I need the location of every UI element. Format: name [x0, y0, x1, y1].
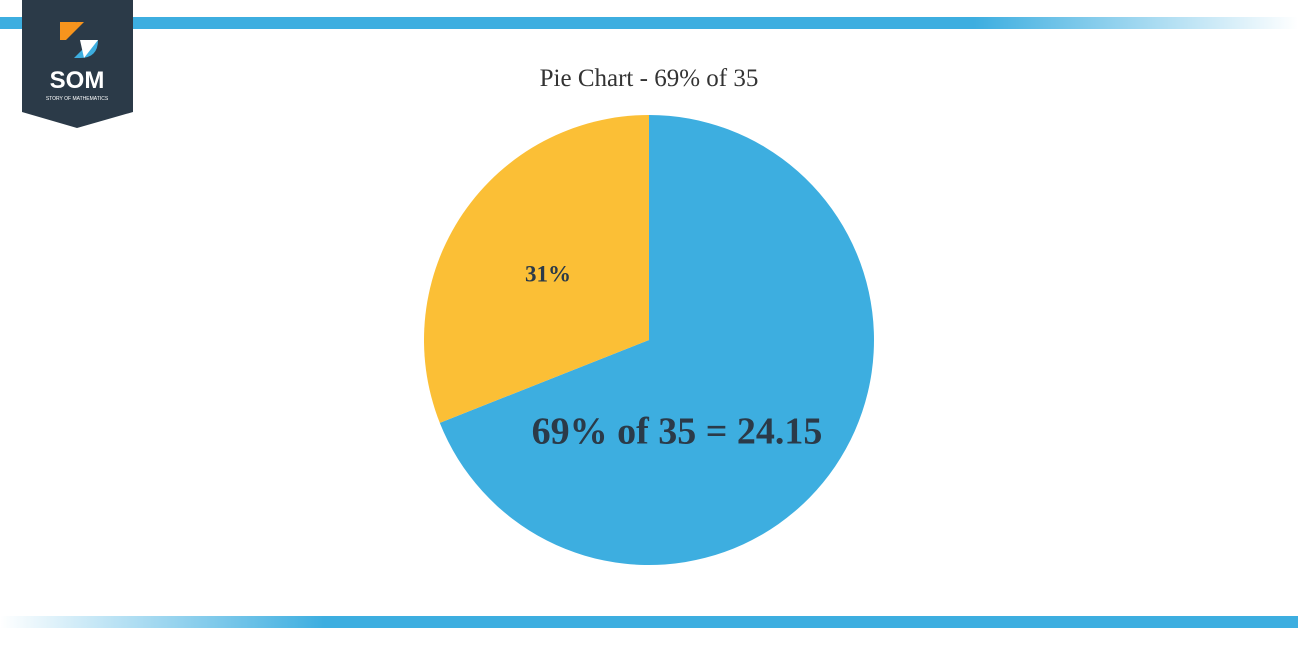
- logo-text: SOM: [50, 67, 105, 94]
- top-stripe: [0, 17, 1298, 29]
- logo-badge: [22, 0, 133, 128]
- logo-icon-mid: [80, 40, 98, 58]
- bottom-stripe: [0, 616, 1298, 628]
- logo: SOM STORY OF MATHEMATICS: [22, 0, 133, 128]
- pie: 69% of 35 = 24.15 31%: [424, 115, 875, 565]
- data-label: 69% of 35 = 24.15: [532, 411, 823, 453]
- data-label: 31%: [525, 261, 571, 286]
- pie-slice: [424, 115, 649, 423]
- chart-title: Pie Chart - 69% of 35: [540, 65, 759, 92]
- logo-subtext: STORY OF MATHEMATICS: [46, 96, 109, 102]
- logo-icon-arc: [60, 22, 84, 40]
- pie-slice: [439, 115, 875, 565]
